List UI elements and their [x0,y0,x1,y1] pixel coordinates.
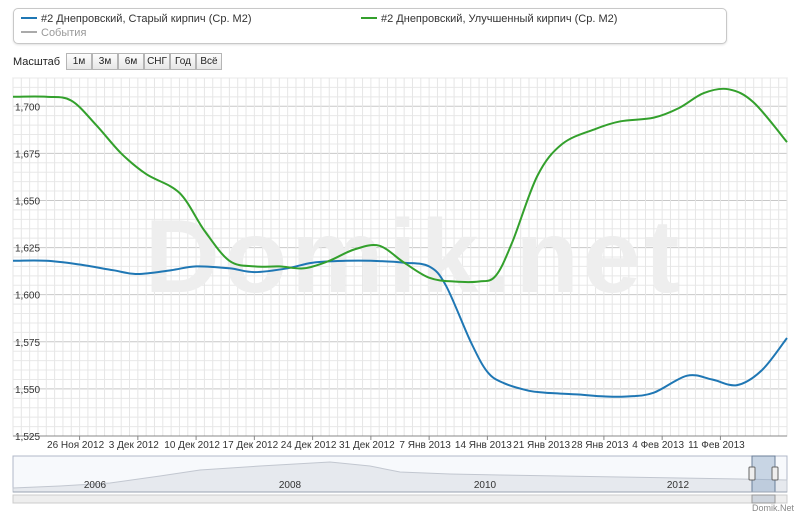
x-tick-label: 26 Ноя 2012 [47,440,105,451]
navigator-scrollbar-thumb[interactable] [751,494,776,504]
x-tick-label: 14 Янв 2013 [455,440,512,451]
legend-item-events[interactable]: События [21,27,86,39]
zoom-button-1m[interactable]: 1м [66,53,92,70]
navigator-handle-left[interactable] [748,466,756,481]
zoom-label: Масштаб [13,56,61,68]
watermark-text: Domik.net [145,199,684,315]
x-tick-label: 4 Фев 2013 [632,440,684,451]
legend-item-series2[interactable]: #2 Днепровский, Улучшенный кирпич (Ср. М… [361,13,617,25]
legend-line-icon [361,17,377,20]
x-tick-label: 28 Янв 2013 [571,440,628,451]
navigator-series-area [12,461,788,493]
x-tick-label: 24 Дек 2012 [281,440,337,451]
series-line-1[interactable] [12,259,788,398]
zoom-button-sng[interactable]: СНГ [144,53,170,70]
legend-label: События [41,27,87,39]
y-tick-label: 1,675 [15,149,40,160]
navigator-tick-label: 2010 [474,480,497,491]
x-tick-label: 21 Янв 2013 [513,440,570,451]
y-tick-label: 1,575 [15,338,40,349]
y-tick-label: 1,625 [15,244,40,255]
series-line-2[interactable] [12,87,788,284]
legend-label: #2 Днепровский, Улучшенный кирпич (Ср. М… [381,13,618,25]
navigator-tick-label: 2012 [667,480,690,491]
x-tick-label: 7 Янв 2013 [399,440,451,451]
x-tick-label: 11 Фев 2013 [688,440,745,451]
chart-series [12,87,788,398]
y-tick-label: 1,700 [15,102,40,113]
navigator-tick-label: 2008 [279,480,302,491]
navigator[interactable]: 2006 2008 2010 2012 [12,455,788,504]
x-tick-label: 10 Дек 2012 [164,440,220,451]
zoom-button-6m[interactable]: 6м [118,53,144,70]
legend-line-icon [21,31,37,34]
y-tick-label: 1,525 [15,432,40,443]
navigator-handle-right[interactable] [771,466,779,481]
chart-grid [12,77,788,437]
zoom-button-year[interactable]: Год [170,53,196,70]
x-axis: 26 Ноя 2012 3 Дек 2012 10 Дек 2012 17 Дек 2… [47,436,745,451]
zoom-button-all[interactable]: Всё [196,53,222,70]
legend-label: #2 Днепровский, Старый кирпич (Ср. М2) [41,13,252,25]
legend-item-series1[interactable]: #2 Днепровский, Старый кирпич (Ср. М2) [21,13,252,25]
navigator-scrollbar[interactable] [12,494,788,504]
footer-credit: Domik.Net [751,503,794,513]
legend-line-icon [21,17,37,20]
y-axis: 1,525 1,550 1,575 1,600 1,625 1,650 1,675 1,700 [15,102,40,443]
x-tick-label: 31 Дек 2012 [339,440,395,451]
navigator-tick-label: 2006 [84,480,107,491]
y-tick-label: 1,650 [15,196,40,207]
y-tick-label: 1,550 [15,385,40,396]
x-tick-label: 17 Дек 2012 [223,440,279,451]
y-tick-label: 1,600 [15,291,40,302]
x-tick-label: 3 Дек 2012 [109,440,160,451]
legend: #2 Днепровский, Старый кирпич (Ср. М2) #… [13,8,727,44]
zoom-button-3m[interactable]: 3м [92,53,118,70]
